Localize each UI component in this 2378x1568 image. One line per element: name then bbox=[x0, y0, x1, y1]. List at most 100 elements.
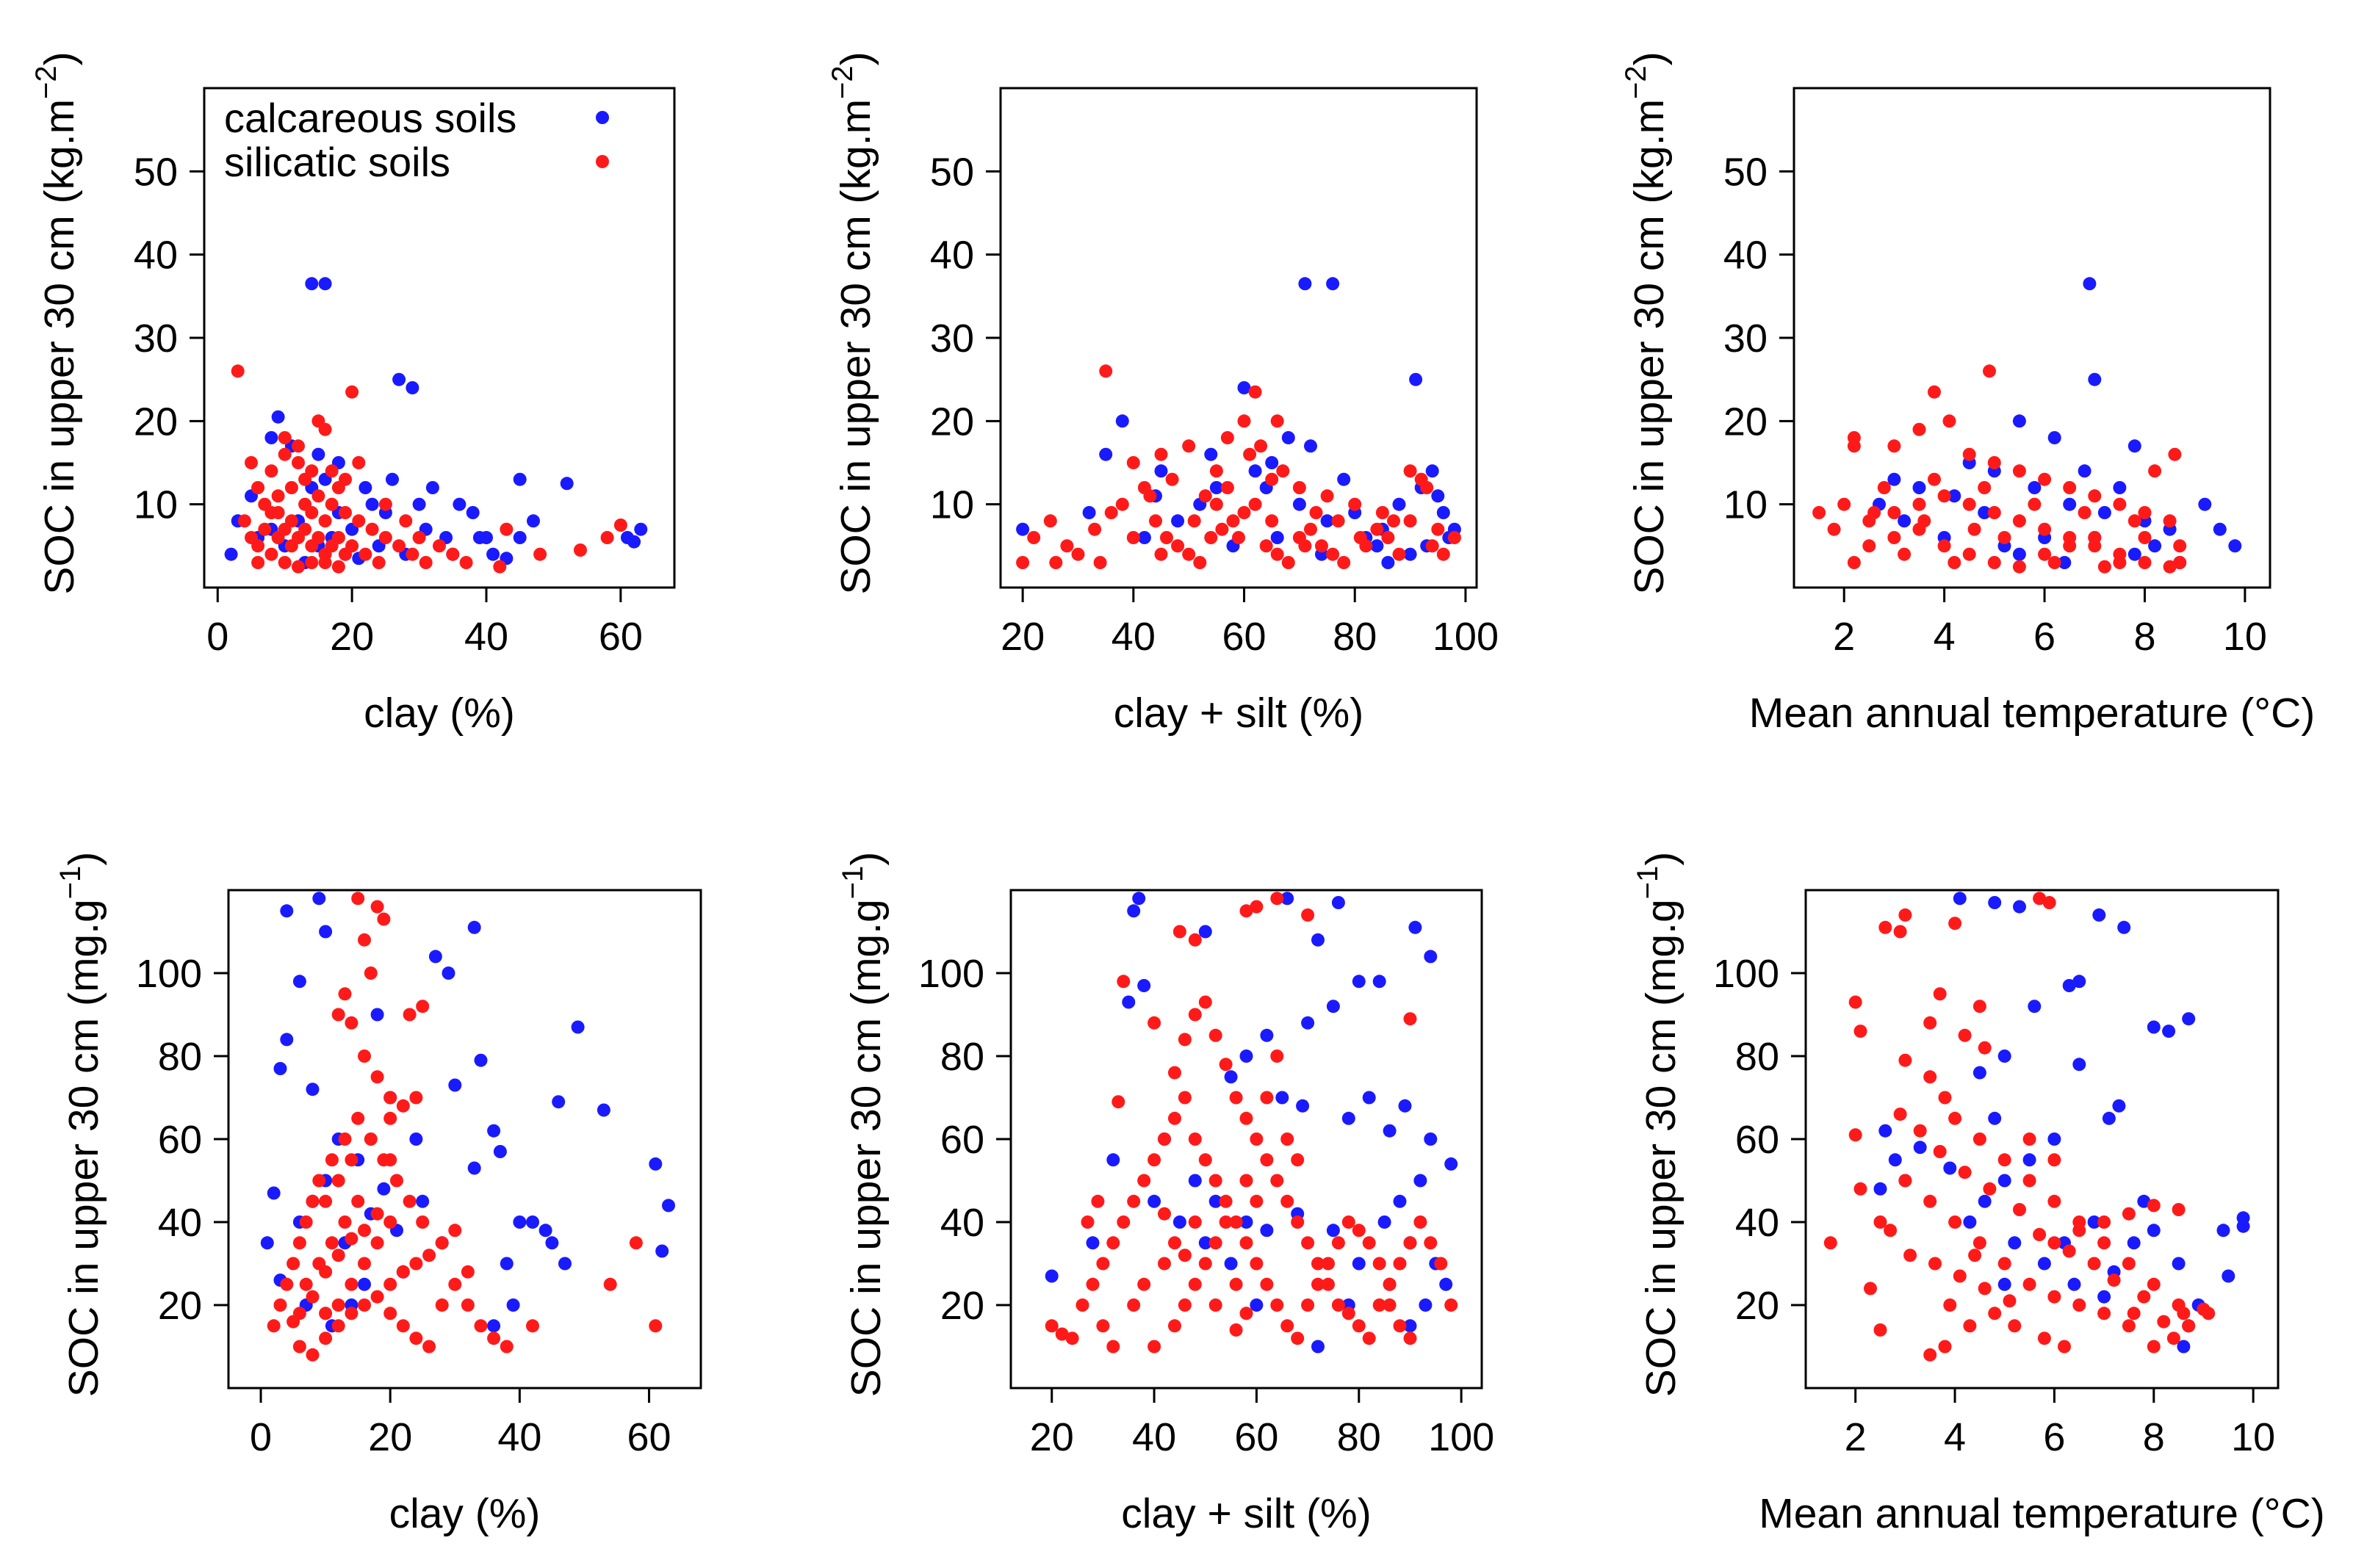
point-silicatic bbox=[1260, 1091, 1274, 1105]
point-silicatic bbox=[2047, 1153, 2061, 1167]
point-calcareous bbox=[2067, 1277, 2081, 1291]
point-silicatic bbox=[2097, 1236, 2111, 1250]
point-silicatic bbox=[1091, 1194, 1105, 1208]
point-calcareous bbox=[2072, 975, 2086, 989]
y-tick-label: 50 bbox=[930, 150, 974, 194]
point-calcareous bbox=[370, 1008, 384, 1022]
point-calcareous bbox=[1381, 556, 1395, 569]
point-silicatic bbox=[1434, 1257, 1448, 1271]
point-calcareous bbox=[1132, 892, 1146, 906]
point-calcareous bbox=[1260, 1028, 1274, 1042]
point-calcareous bbox=[406, 381, 419, 394]
point-silicatic bbox=[1387, 514, 1400, 528]
points-top-left bbox=[224, 277, 648, 574]
point-calcareous bbox=[1237, 381, 1251, 394]
point-calcareous bbox=[2147, 1020, 2161, 1034]
point-silicatic bbox=[1168, 1066, 1181, 1080]
point-calcareous bbox=[1424, 950, 1438, 964]
point-silicatic bbox=[1250, 1132, 1264, 1146]
point-silicatic bbox=[318, 514, 332, 528]
point-silicatic bbox=[1381, 531, 1395, 544]
point-silicatic bbox=[2063, 481, 2077, 494]
point-silicatic bbox=[1045, 1319, 1059, 1333]
point-silicatic bbox=[1403, 1332, 1417, 1345]
point-silicatic bbox=[1065, 1332, 1079, 1345]
point-calcareous bbox=[1248, 464, 1262, 478]
y-tick-label: 40 bbox=[940, 1201, 984, 1245]
point-calcareous bbox=[305, 277, 319, 291]
point-silicatic bbox=[358, 933, 371, 947]
point-silicatic bbox=[370, 900, 384, 914]
point-silicatic bbox=[448, 1277, 462, 1291]
y-tick-label: 100 bbox=[918, 952, 984, 996]
point-silicatic bbox=[1219, 1194, 1233, 1208]
point-calcareous bbox=[1913, 1141, 1927, 1155]
point-silicatic bbox=[1239, 904, 1253, 918]
point-calcareous bbox=[386, 472, 399, 486]
point-silicatic bbox=[1088, 522, 1102, 536]
point-silicatic bbox=[1106, 1236, 1120, 1250]
point-silicatic bbox=[1963, 1319, 1977, 1333]
point-silicatic bbox=[237, 514, 251, 528]
point-silicatic bbox=[1444, 1298, 1458, 1312]
point-silicatic bbox=[2047, 1194, 2061, 1208]
point-calcareous bbox=[2127, 547, 2141, 561]
point-silicatic bbox=[325, 1153, 339, 1167]
point-silicatic bbox=[1239, 1236, 1253, 1250]
point-silicatic bbox=[2047, 1290, 2061, 1304]
point-silicatic bbox=[345, 539, 359, 553]
point-silicatic bbox=[526, 1319, 539, 1333]
y-tick-label: 20 bbox=[1723, 400, 1768, 444]
point-silicatic bbox=[1043, 514, 1057, 528]
point-silicatic bbox=[403, 1194, 417, 1208]
point-silicatic bbox=[2038, 547, 2052, 561]
point-silicatic bbox=[1281, 556, 1295, 569]
point-silicatic bbox=[1158, 1207, 1171, 1221]
point-silicatic bbox=[338, 1132, 352, 1146]
point-silicatic bbox=[1198, 1153, 1212, 1167]
y-tick-label: 80 bbox=[1735, 1035, 1779, 1079]
point-silicatic bbox=[1093, 556, 1107, 569]
point-calcareous bbox=[597, 1103, 610, 1117]
point-silicatic bbox=[1393, 1257, 1407, 1271]
x-tick-label: 6 bbox=[2033, 615, 2055, 659]
point-silicatic bbox=[278, 447, 292, 461]
point-silicatic bbox=[1972, 1132, 1986, 1146]
point-silicatic bbox=[1187, 514, 1201, 528]
point-silicatic bbox=[1326, 547, 1340, 561]
point-silicatic bbox=[1948, 556, 1961, 569]
point-silicatic bbox=[1126, 456, 1140, 469]
point-silicatic bbox=[448, 1224, 462, 1238]
point-silicatic bbox=[2122, 1319, 2136, 1333]
point-silicatic bbox=[2012, 514, 2026, 528]
y-axis-label: SOC in upper 30 cm (kg.m−2) bbox=[1620, 51, 1673, 594]
y-tick-label: 30 bbox=[1723, 317, 1768, 361]
point-silicatic bbox=[1301, 908, 1315, 922]
point-silicatic bbox=[1178, 1249, 1192, 1262]
point-silicatic bbox=[2038, 522, 2052, 536]
point-silicatic bbox=[1208, 1028, 1222, 1042]
point-silicatic bbox=[1270, 1298, 1284, 1312]
point-silicatic bbox=[2097, 1307, 2111, 1320]
point-calcareous bbox=[318, 277, 332, 291]
y-tick-label: 40 bbox=[930, 234, 974, 278]
point-silicatic bbox=[305, 539, 319, 553]
point-calcareous bbox=[224, 547, 238, 561]
point-silicatic bbox=[1055, 1327, 1069, 1341]
point-calcareous bbox=[358, 1277, 371, 1291]
point-calcareous bbox=[1086, 1236, 1100, 1250]
point-calcareous bbox=[552, 1095, 566, 1109]
point-calcareous bbox=[319, 925, 333, 939]
point-calcareous bbox=[466, 506, 480, 519]
point-silicatic bbox=[1229, 1091, 1243, 1105]
point-calcareous bbox=[2102, 1111, 2116, 1125]
point-silicatic bbox=[2022, 1132, 2036, 1146]
point-silicatic bbox=[1983, 364, 1996, 378]
point-silicatic bbox=[1311, 1277, 1325, 1291]
y-tick-label: 30 bbox=[930, 317, 974, 361]
point-calcareous bbox=[1383, 1124, 1397, 1138]
point-silicatic bbox=[251, 481, 265, 494]
point-silicatic bbox=[446, 547, 460, 561]
point-silicatic bbox=[1237, 506, 1251, 519]
point-calcareous bbox=[2088, 372, 2102, 386]
